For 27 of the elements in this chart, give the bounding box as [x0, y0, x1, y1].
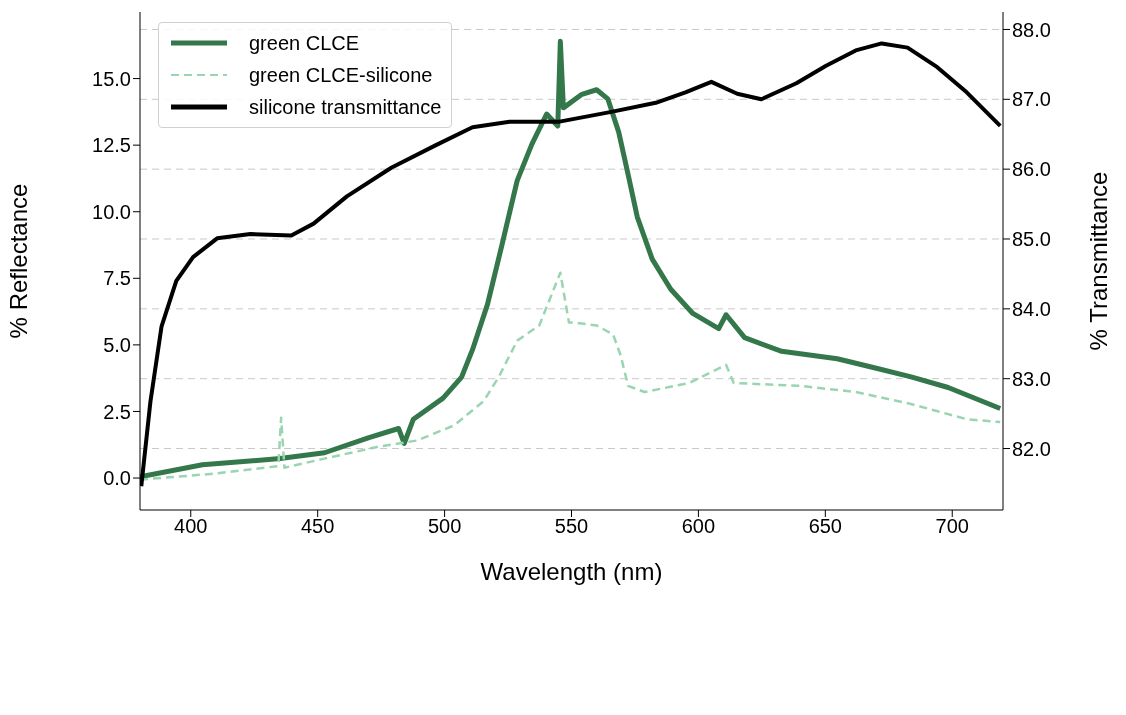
legend-label: green CLCE: [249, 31, 360, 55]
x-tick-label: 400: [174, 515, 208, 538]
x-tick-label: 450: [300, 515, 335, 538]
y2-tick-label: 85.0: [1012, 228, 1051, 251]
y-tick-label: 0.0: [103, 467, 131, 490]
y2-tick-label: 83.0: [1012, 367, 1051, 390]
y2-tick-label: 84.0: [1012, 297, 1051, 320]
x-tick-label: 550: [554, 515, 589, 538]
y-axis-title: % Reflectance: [4, 183, 32, 339]
y2-tick-label: 87.0: [1012, 88, 1051, 111]
legend-label: green CLCE-silicone: [249, 63, 433, 87]
y-tick-label: 12.5: [92, 134, 131, 157]
y2-tick-label: 88.0: [1012, 18, 1051, 41]
y-tick-label: 2.5: [103, 400, 131, 423]
legend-label: silicone transmittance: [249, 95, 442, 119]
y-tick-label: 5.0: [103, 333, 131, 356]
y2-tick-label: 82.0: [1012, 437, 1051, 460]
y-tick-label: 7.5: [103, 267, 131, 290]
y-tick-label: 10.0: [92, 200, 131, 223]
x-tick-label: 700: [935, 515, 969, 538]
x-tick-label: 650: [808, 515, 843, 538]
y2-tick-label: 86.0: [1012, 158, 1051, 181]
x-tick-label: 600: [681, 515, 716, 538]
x-axis-title: Wavelength (nm): [480, 558, 663, 585]
y-tick-label: 15.0: [92, 67, 131, 90]
y2-axis-title: % Transmittance: [1084, 171, 1112, 351]
x-tick-label: 500: [427, 515, 462, 538]
